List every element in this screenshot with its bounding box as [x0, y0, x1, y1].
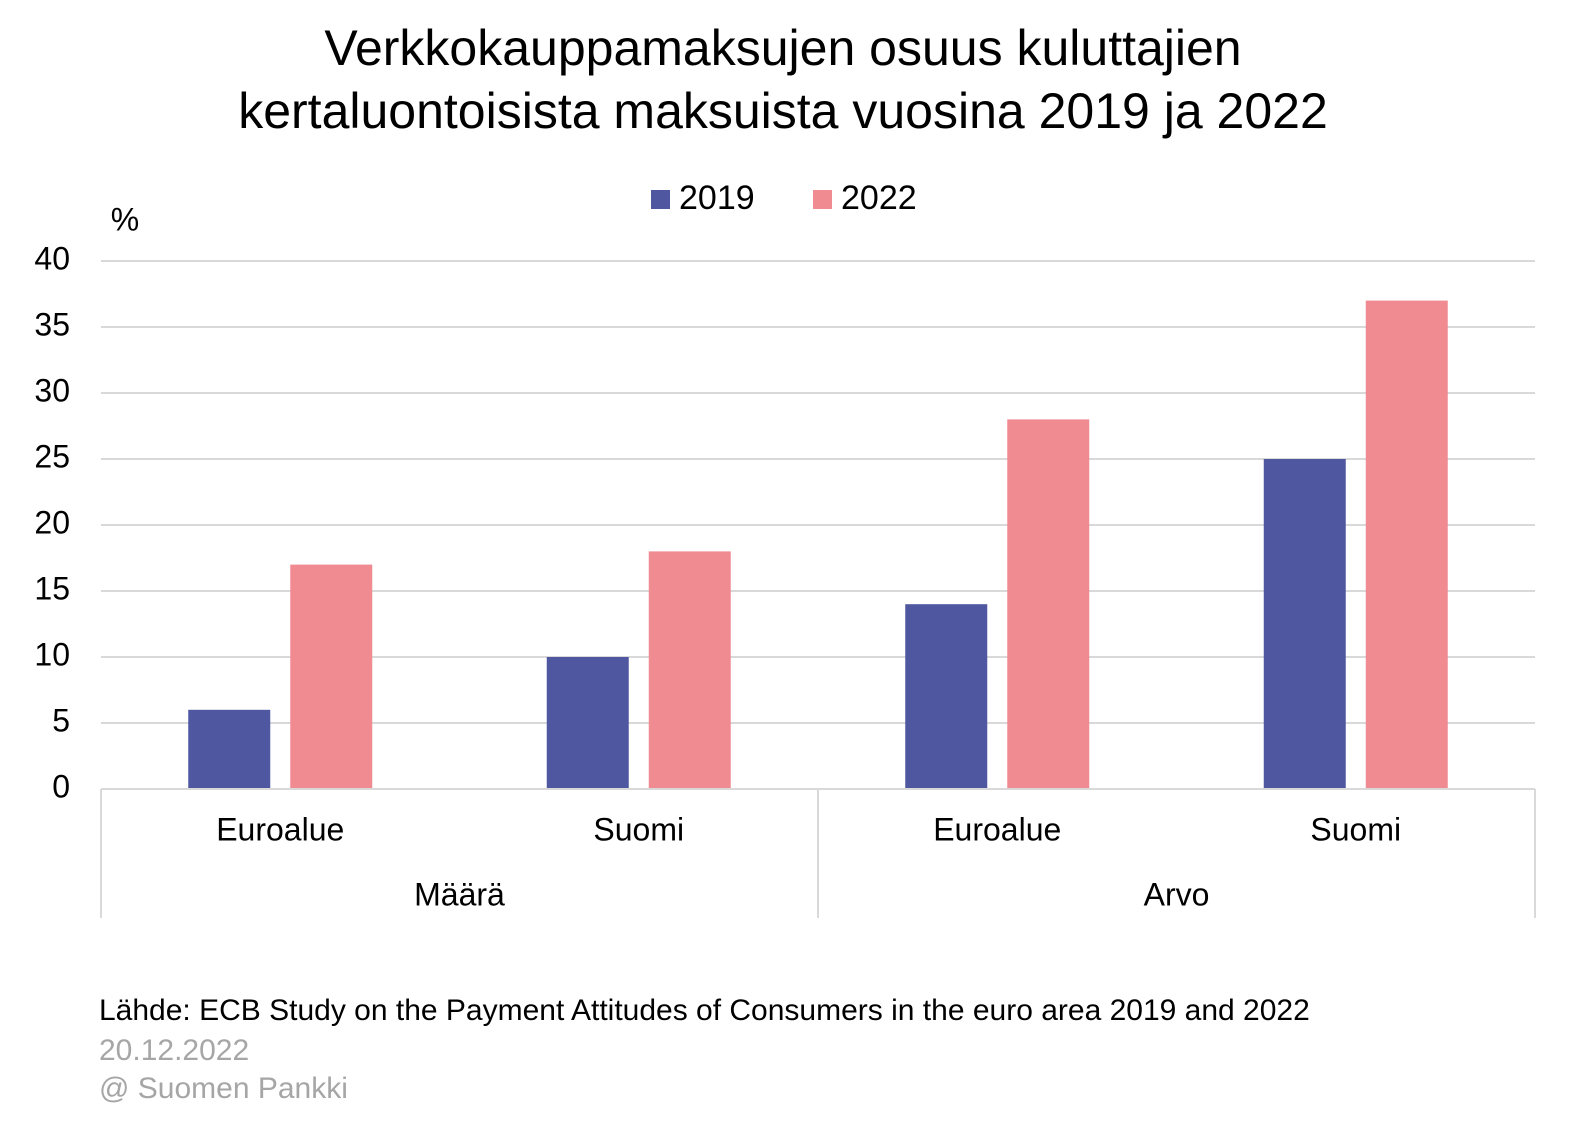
- y-tick-label: 40: [34, 240, 70, 276]
- bar: [546, 657, 629, 789]
- bar: [1263, 459, 1346, 789]
- y-tick-label: 0: [52, 768, 70, 804]
- bar: [188, 709, 271, 789]
- y-tick-label: 15: [34, 570, 70, 606]
- bar: [648, 551, 731, 789]
- bar: [1007, 419, 1090, 789]
- date: 20.12.2022: [99, 1034, 249, 1067]
- bar: [1365, 300, 1448, 789]
- y-tick-label: 35: [34, 306, 70, 342]
- legend-swatch: [813, 190, 832, 209]
- bar: [290, 564, 373, 789]
- legend-label: 2019: [679, 179, 755, 217]
- x-tick-label: Euroalue: [933, 811, 1061, 847]
- y-tick-label: 30: [34, 372, 70, 408]
- x-tick-label: Suomi: [593, 811, 684, 847]
- y-tick-label: 5: [52, 702, 70, 738]
- copyright: @ Suomen Pankki: [99, 1072, 348, 1105]
- chart-title: kertaluontoisista maksuista vuosina 2019…: [238, 83, 1328, 139]
- x-tick-label: Euroalue: [216, 811, 344, 847]
- legend-swatch: [651, 190, 670, 209]
- legend-label: 2022: [841, 179, 917, 217]
- bar: [905, 604, 988, 789]
- chart-title: Verkkokauppamaksujen osuus kuluttajien: [324, 20, 1241, 76]
- y-tick-label: 25: [34, 438, 70, 474]
- source: Lähde: ECB Study on the Payment Attitude…: [99, 994, 1310, 1027]
- y-axis-label: %: [111, 201, 139, 237]
- y-tick-label: 20: [34, 504, 70, 540]
- group-label: Arvo: [1144, 876, 1210, 912]
- y-tick-label: 10: [34, 636, 70, 672]
- x-tick-label: Suomi: [1310, 811, 1401, 847]
- group-label: Määrä: [414, 876, 505, 912]
